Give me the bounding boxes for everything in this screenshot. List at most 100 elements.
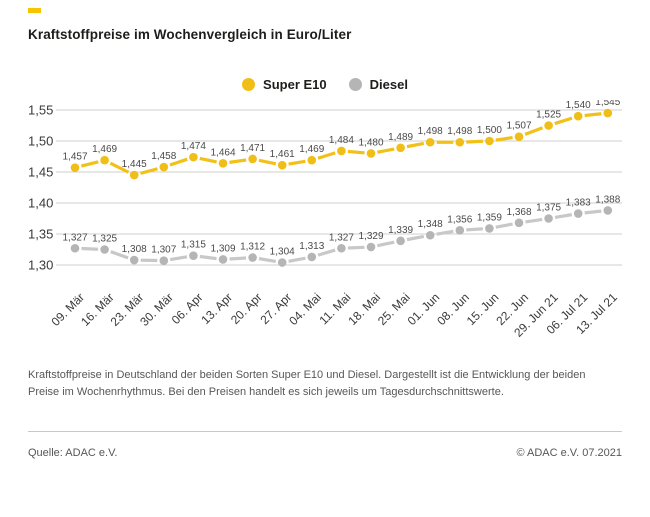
data-point-label: 1,445: [122, 159, 147, 170]
data-point-label: 1,307: [151, 245, 176, 256]
data-point-marker: [455, 225, 465, 235]
line-segment: [169, 157, 188, 167]
x-axis-label: 25. Mai: [375, 290, 413, 328]
data-point-label: 1,480: [358, 137, 383, 148]
line-segment: [169, 255, 188, 262]
x-axis-label: 04. Mai: [286, 290, 324, 328]
data-point-marker: [455, 137, 465, 147]
line-segment: [258, 257, 277, 264]
copyright-label: © ADAC e.V. 07.2021: [516, 447, 622, 459]
line-segment: [110, 250, 129, 260]
brand-accent-mark: [28, 8, 41, 13]
data-point-marker: [129, 255, 139, 265]
data-point-marker: [159, 162, 169, 172]
data-point-marker: [277, 258, 287, 267]
legend-dot-super-e10: [242, 78, 256, 91]
data-point-marker: [70, 243, 80, 253]
data-point-marker: [366, 242, 376, 252]
line-segment: [288, 159, 306, 166]
data-point-label: 1,312: [240, 242, 265, 253]
line-segment: [140, 167, 158, 175]
x-axis-label: 30. Mär: [137, 290, 176, 329]
data-point-label: 1,356: [447, 214, 472, 225]
footnote: Kraftstoffpreise in Deutschland der beid…: [28, 369, 586, 399]
data-point-marker: [544, 214, 553, 223]
y-axis-tick-label: 1,40: [28, 196, 53, 211]
line-segment: [466, 227, 484, 232]
y-axis-tick-label: 1,30: [28, 258, 53, 273]
x-axis-label: 13. Apr: [198, 290, 235, 327]
line-segment: [80, 160, 99, 168]
legend-label-diesel: Diesel: [369, 77, 408, 92]
data-point-label: 1,368: [506, 207, 531, 218]
data-point-marker: [307, 252, 317, 262]
x-axis-label: 01. Jun: [405, 290, 443, 328]
data-point-label: 1,464: [210, 147, 235, 158]
data-point-label: 1,304: [270, 247, 295, 258]
y-axis-tick-label: 1,50: [28, 134, 53, 149]
data-point-label: 1,457: [62, 152, 87, 163]
data-point-marker: [396, 143, 405, 153]
y-axis-tick-label: 1,45: [28, 165, 53, 180]
line-segment: [524, 126, 544, 136]
x-axis-label: 06. Apr: [169, 290, 206, 327]
line-segment: [317, 151, 336, 160]
data-point-marker: [544, 121, 553, 130]
data-point-marker: [366, 149, 376, 158]
data-point-label: 1,327: [329, 232, 354, 243]
source-label: Quelle: ADAC e.V.: [28, 447, 118, 459]
data-point-marker: [425, 230, 435, 240]
line-segment: [258, 158, 277, 166]
line-segment: [229, 256, 247, 261]
data-point-label: 1,315: [181, 240, 206, 251]
data-point-label: 1,469: [299, 144, 324, 155]
data-point-label: 1,375: [536, 203, 561, 214]
x-axis-label: 08. Jun: [434, 290, 472, 328]
y-axis-tick-label: 1,55: [28, 103, 53, 118]
data-point-marker: [218, 159, 228, 168]
line-segment: [495, 222, 513, 229]
data-point-label: 1,540: [566, 100, 591, 111]
line-segment: [495, 136, 513, 142]
data-point-label: 1,498: [418, 126, 443, 137]
line-segment: [199, 254, 217, 261]
data-point-marker: [485, 136, 494, 146]
line-segment: [347, 149, 365, 155]
line-segment: [406, 234, 425, 242]
data-point-label: 1,458: [151, 151, 176, 162]
data-point-label: 1,489: [388, 132, 413, 143]
line-segment: [554, 213, 573, 220]
data-point-marker: [573, 209, 583, 218]
line-segment: [199, 156, 217, 164]
divider: [28, 431, 622, 432]
data-point-marker: [129, 170, 139, 180]
data-point-label: 1,500: [477, 125, 502, 136]
y-axis-tick-label: 1,35: [28, 227, 53, 242]
data-point-label: 1,329: [358, 231, 383, 242]
legend-label-super-e10: Super E10: [263, 77, 327, 92]
data-point-marker: [573, 111, 583, 121]
x-axis-label: 15. Jun: [464, 290, 502, 328]
data-point-marker: [277, 160, 287, 170]
data-point-label: 1,327: [62, 232, 87, 243]
line-segment: [377, 240, 395, 248]
data-point-marker: [396, 236, 405, 246]
data-point-marker: [603, 206, 613, 215]
data-point-label: 1,525: [536, 110, 561, 121]
data-point-label: 1,474: [181, 141, 206, 152]
data-point-marker: [514, 218, 524, 228]
page-title: Kraftstoffpreise im Wochenvergleich in E…: [28, 27, 352, 42]
line-segment: [406, 141, 425, 149]
data-point-label: 1,545: [595, 100, 620, 108]
legend-dot-diesel: [348, 78, 362, 91]
data-point-marker: [218, 255, 228, 264]
data-point-marker: [70, 163, 80, 172]
legend: Super E10 Diesel: [0, 77, 650, 92]
data-point-label: 1,339: [388, 225, 413, 236]
data-point-label: 1,498: [447, 126, 472, 137]
data-point-marker: [337, 146, 346, 156]
data-point-marker: [189, 152, 198, 162]
line-segment: [436, 229, 454, 236]
